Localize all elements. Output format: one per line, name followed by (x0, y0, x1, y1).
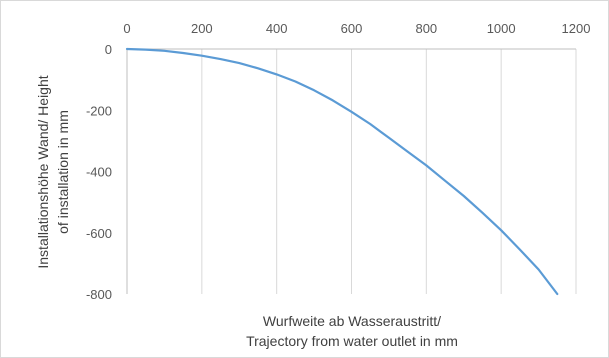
x-tick-label: 400 (266, 21, 288, 36)
x-tick-label: 800 (415, 21, 437, 36)
x-axis-title-line-1: Wurfweite ab Wasseraustritt/ (263, 313, 441, 329)
y-tick-label: 0 (105, 42, 112, 57)
x-tick-label: 1200 (562, 21, 591, 36)
y-tick-label: -400 (86, 165, 112, 180)
x-tick-labels: 0 200 400 600 800 1000 1200 (123, 21, 590, 36)
grid-lines (201, 49, 577, 294)
x-tick-label: 600 (341, 21, 363, 36)
series-line-trajectory (125, 47, 559, 296)
y-tick-labels: 0 -200 -400 -600 -800 (86, 42, 112, 302)
y-tick-label: -200 (86, 103, 112, 118)
y-tick-label: -600 (86, 226, 112, 241)
x-tick-label: 200 (191, 21, 213, 36)
y-axis-title-line-2: of installation in mm (55, 110, 71, 234)
axes (126, 48, 576, 294)
series-group (125, 47, 559, 296)
axis-titles: Wurfweite ab Wasseraustritt/ Trajectory … (35, 75, 458, 349)
x-tick-label: 1000 (487, 21, 516, 36)
y-axis-title-line-1: Installationshöhe Wand/ Height (35, 75, 51, 268)
x-axis-title-line-2: Trajectory from water outlet in mm (246, 333, 458, 349)
x-tick-label: 0 (123, 21, 130, 36)
y-tick-label: -800 (86, 287, 112, 302)
